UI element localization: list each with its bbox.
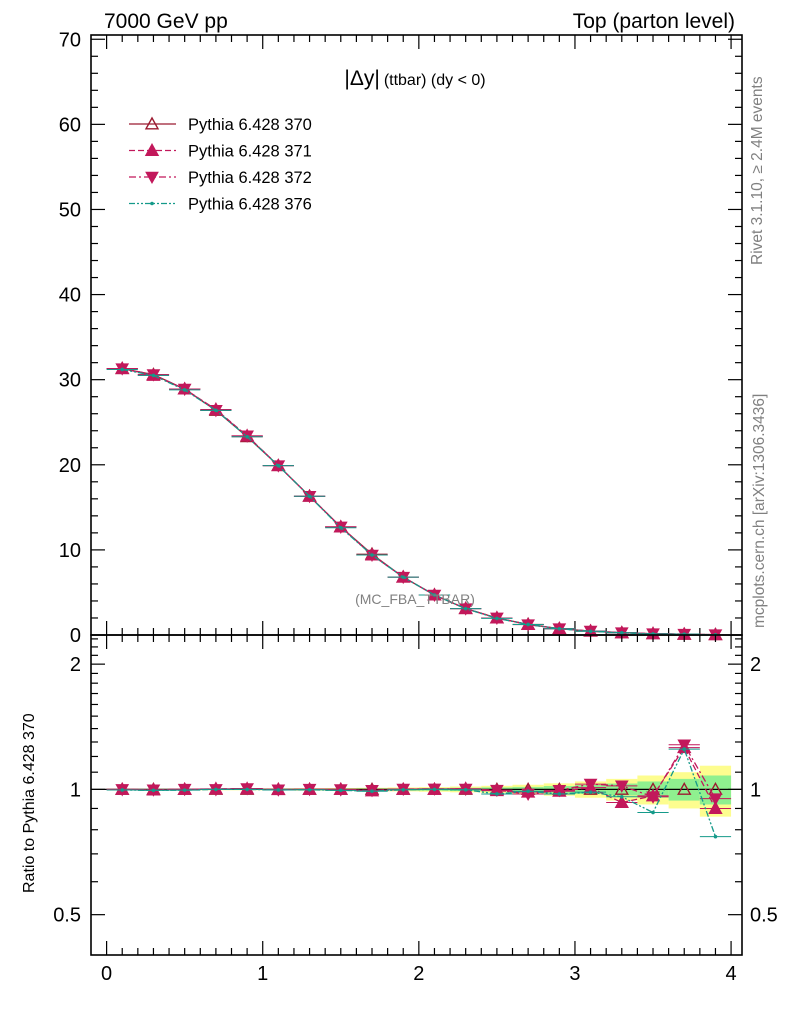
- ratio-data-point: [120, 788, 125, 792]
- legend-label: Pythia 6.428 370: [188, 116, 312, 134]
- legend-label: Pythia 6.428 371: [188, 143, 312, 161]
- y-tick-label: 70: [59, 29, 81, 51]
- y-tick-label: 40: [59, 285, 81, 307]
- ratio-reference-point: [677, 781, 692, 795]
- ratio-data-point: [370, 789, 374, 794]
- data-point: [495, 616, 499, 621]
- data-point: [307, 494, 312, 499]
- ratio-data-point: [588, 790, 593, 794]
- legend-marker: [144, 116, 160, 130]
- y-tick-label: 60: [59, 114, 81, 136]
- ratio-bands: [106, 765, 732, 817]
- title-main: |Δy|: [344, 67, 379, 90]
- ratio-y-tick-label: 1: [70, 779, 81, 801]
- legend-marker: [144, 143, 160, 157]
- ratio-data-point: [245, 787, 249, 792]
- ratio-data-point: [401, 787, 406, 792]
- watermark: (MC_FBA_TTBAR): [355, 591, 475, 607]
- ratio-data-point: [651, 810, 655, 815]
- data-point: [214, 408, 218, 413]
- ratio-data-point: [677, 739, 692, 752]
- data-point: [432, 593, 437, 597]
- ratio-y-tick-label-right: 2: [750, 654, 761, 676]
- ratio-data-point: [708, 801, 723, 814]
- ratio-data-point: [182, 788, 187, 792]
- ratio-axis-ticks: 0.5 0.5 1 1 2 2 0 1 2 3 4: [53, 635, 778, 985]
- legend-marker: [145, 171, 159, 185]
- ratio-y-tick-label: 2: [70, 654, 81, 676]
- x-tick-label: 3: [569, 963, 580, 985]
- legend-label: Pythia 6.428 376: [188, 196, 312, 214]
- legend-marker: [150, 201, 154, 206]
- ratio-series: [106, 739, 732, 839]
- x-tick-label: 4: [726, 963, 737, 985]
- data-point: [245, 434, 249, 439]
- y-tick-label: 0: [70, 625, 81, 647]
- main-panel: 0 10 20 30 40 50 60 70 |Δy| (ttbar) (dy < 0) (MC…: [59, 29, 743, 647]
- ratio-ylabel: Ratio to Pythia 6.428 370: [21, 713, 38, 893]
- data-point: [588, 629, 593, 634]
- data-point: [526, 622, 530, 627]
- ratio-panel: 0.5 0.5 1 1 2 2 0 1 2 3 4 Ratio to Pythia 6.428 37…: [21, 634, 778, 985]
- y-tick-label: 30: [59, 370, 81, 392]
- ratio-data-point: [614, 780, 629, 793]
- data-point: [182, 388, 187, 392]
- rivet-label: Rivet 3.1.10, ≥ 2.4M events: [749, 76, 766, 265]
- series-line: [122, 367, 716, 636]
- ratio-data-point: [338, 788, 343, 793]
- x-tick-label: 2: [413, 963, 424, 985]
- ratio-y-tick-label-right: 1: [750, 779, 761, 801]
- data-point: [338, 525, 343, 530]
- data-point: [120, 367, 125, 372]
- ratio-data-point: [276, 788, 281, 792]
- data-point: [619, 630, 624, 635]
- mcplots-label: mcplots.cern.ch [arXiv:1306.3436]: [751, 394, 768, 628]
- data-point: [463, 606, 468, 611]
- ratio-data-point: [583, 778, 598, 792]
- x-tick-label: 1: [257, 963, 268, 985]
- ratio-data-point: [646, 791, 660, 804]
- ratio-data-point: [463, 787, 468, 792]
- data-point: [370, 553, 374, 557]
- ratio-data-point: [307, 787, 312, 792]
- ratio-data-point: [557, 792, 562, 796]
- ratio-data-point: [682, 747, 687, 751]
- ratio-data-point: [214, 787, 218, 792]
- ratio-reference-point: [614, 781, 629, 795]
- main-axis-ticks: 0 10 20 30 40 50 60 70: [59, 29, 742, 647]
- y-tick-label: 10: [59, 540, 81, 562]
- y-tick-label: 20: [59, 455, 81, 477]
- ratio-data-point: [526, 789, 530, 794]
- data-point: [401, 575, 406, 579]
- data-point: [557, 626, 562, 631]
- ratio-y-tick-label: 0.5: [53, 905, 81, 927]
- legend-label: Pythia 6.428 372: [188, 169, 312, 187]
- ratio-data-point: [713, 834, 718, 839]
- main-title: |Δy| (ttbar) (dy < 0): [344, 67, 485, 90]
- ratio-data-point: [495, 792, 499, 796]
- header-left: 7000 GeV pp: [104, 10, 228, 33]
- ratio-y-tick-label-right: 0.5: [750, 905, 778, 927]
- ratio-data-point: [432, 787, 437, 792]
- data-point: [276, 463, 281, 468]
- x-tick-label: 0: [101, 963, 112, 985]
- legend: Pythia 6.428 370 Pythia 6.428 371 Pythia 6…: [129, 116, 312, 214]
- ratio-data-point: [619, 794, 624, 799]
- header-right: Top (parton level): [573, 10, 735, 33]
- ratio-data-point: [490, 784, 504, 798]
- y-tick-label: 50: [59, 199, 81, 221]
- ratio-data-point: [151, 788, 156, 793]
- ratio-frame: [90, 634, 743, 956]
- data-point: [151, 373, 156, 378]
- ratio-data-point: [708, 793, 723, 806]
- title-sub: (ttbar) (dy < 0): [384, 72, 486, 89]
- ratio-data-point: [614, 795, 629, 809]
- ratio-data-point: [552, 785, 567, 798]
- ratio-series-line: [122, 746, 717, 809]
